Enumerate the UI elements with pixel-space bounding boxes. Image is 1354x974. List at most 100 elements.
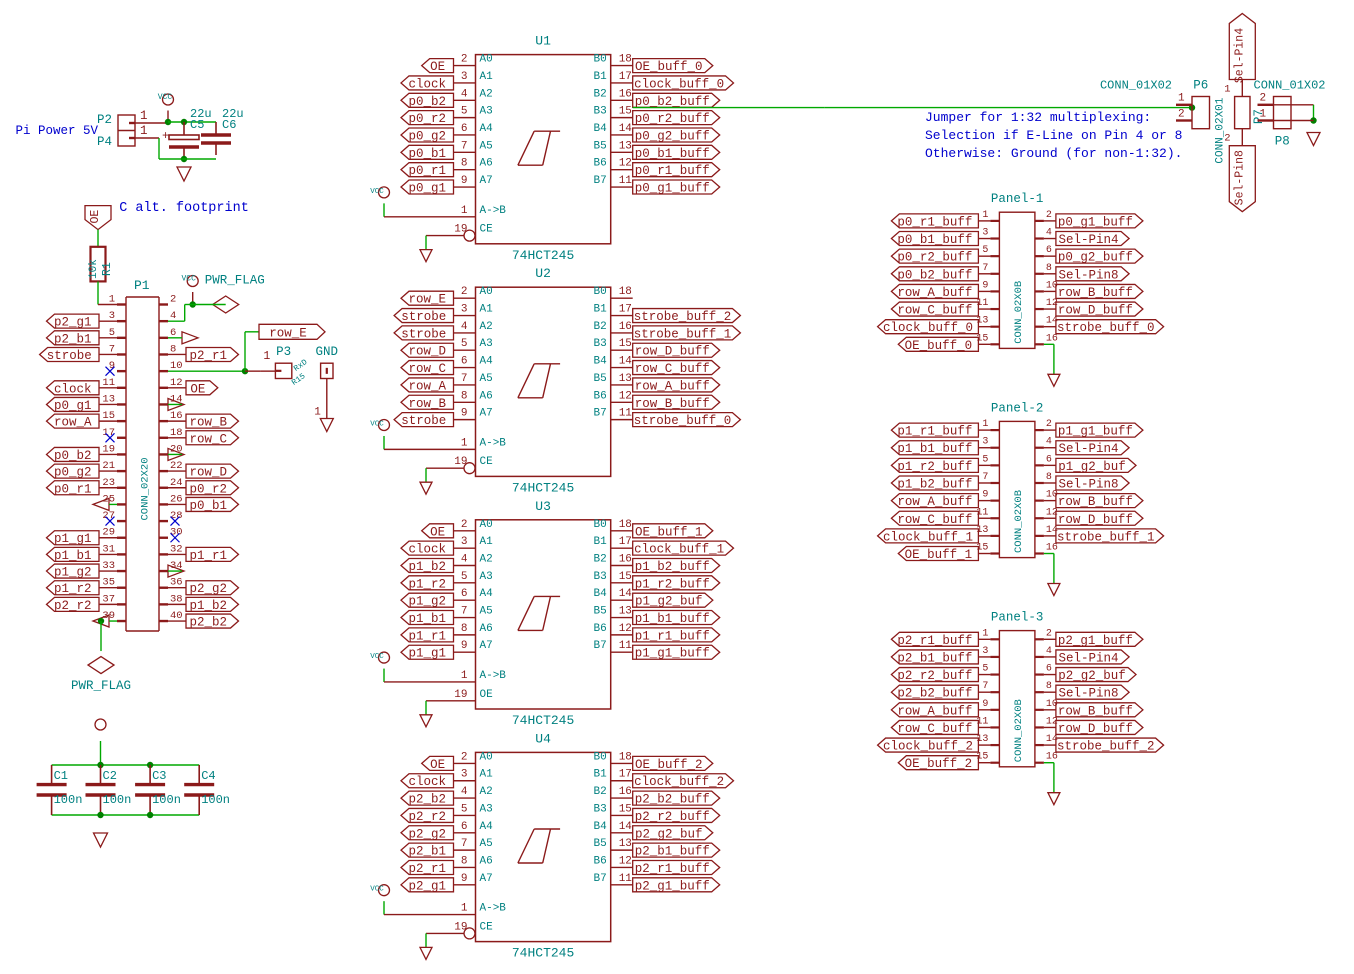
svg-text:PWR_FLAG: PWR_FLAG [71,679,131,693]
svg-text:Sel-Pin4: Sel-Pin4 [1058,651,1118,665]
svg-text:9: 9 [982,490,988,501]
svg-text:B0: B0 [593,751,606,763]
svg-text:A->B: A->B [480,670,507,682]
svg-text:strobe_buff_0: strobe_buff_0 [634,414,732,428]
svg-text:A->B: A->B [480,205,507,217]
svg-text:A->B: A->B [480,437,507,449]
svg-text:C alt. footprint: C alt. footprint [119,201,249,216]
svg-text:B6: B6 [593,623,606,635]
svg-text:p2_r2_buff: p2_r2_buff [635,810,710,824]
svg-text:11: 11 [619,408,633,420]
svg-text:p1_g2_buf: p1_g2_buf [635,595,703,609]
svg-text:C1: C1 [54,769,68,783]
svg-text:p1_b1_buff: p1_b1_buff [897,442,972,456]
svg-text:6: 6 [1046,454,1052,465]
svg-text:OE_buff_1: OE_buff_1 [905,548,973,562]
svg-text:strobe_buff_1: strobe_buff_1 [1057,530,1155,544]
svg-text:6: 6 [461,821,468,833]
svg-text:p0_r1_buff: p0_r1_buff [897,215,972,229]
svg-text:A6: A6 [480,390,493,402]
svg-text:74HCT245: 74HCT245 [512,946,574,961]
svg-text:R1: R1 [101,262,114,276]
svg-text:18: 18 [619,286,632,298]
svg-text:row_C_buff: row_C_buff [897,722,972,736]
svg-text:Sel-Pin4: Sel-Pin4 [1233,28,1246,83]
svg-text:p2_g1: p2_g1 [408,879,446,893]
svg-text:p1_r1: p1_r1 [408,629,446,643]
svg-text:4: 4 [1046,228,1052,239]
svg-text:16: 16 [1046,752,1058,763]
svg-text:p0_b2_buff: p0_b2_buff [635,95,710,109]
svg-text:7: 7 [982,681,988,692]
svg-text:B1: B1 [593,769,607,781]
svg-text:19: 19 [454,921,467,933]
svg-text:14: 14 [619,821,633,833]
svg-text:p1_g1_buff: p1_g1_buff [1058,425,1133,439]
svg-text:B2: B2 [593,553,606,565]
svg-text:1: 1 [461,670,468,682]
svg-text:31: 31 [102,543,115,555]
svg-text:p0_g1_buff: p0_g1_buff [635,182,710,196]
svg-text:p2_b2_buff: p2_b2_buff [897,687,972,701]
svg-text:23: 23 [102,477,115,489]
svg-text:row_C_buff: row_C_buff [897,304,972,318]
svg-text:6: 6 [1046,664,1052,675]
svg-text:strobe: strobe [401,310,446,324]
svg-text:B0: B0 [593,519,606,531]
svg-text:B1: B1 [593,304,607,316]
svg-text:3: 3 [982,437,988,448]
svg-text:p1_g2: p1_g2 [54,566,92,580]
svg-text:P6: P6 [1193,79,1208,93]
svg-text:3: 3 [109,310,115,322]
svg-text:12: 12 [619,158,632,170]
svg-text:row_D: row_D [408,345,446,359]
svg-text:74HCT245: 74HCT245 [512,480,574,495]
svg-text:p0_b2: p0_b2 [54,449,92,463]
svg-text:4: 4 [461,88,468,100]
svg-text:p2_g1_buff: p2_g1_buff [635,879,710,893]
svg-text:B3: B3 [593,803,606,815]
svg-text:8: 8 [1046,472,1052,483]
svg-text:B1: B1 [593,71,607,83]
svg-text:row_D_buff: row_D_buff [1058,304,1133,318]
svg-text:p1_r2: p1_r2 [54,582,92,596]
svg-text:CE: CE [480,456,494,468]
svg-text:row_B_buff: row_B_buff [1058,286,1133,300]
svg-text:13: 13 [102,393,115,405]
svg-text:2: 2 [170,294,176,306]
svg-text:12: 12 [170,377,183,389]
svg-text:row_C: row_C [408,362,446,376]
svg-text:74HCT245: 74HCT245 [512,248,574,263]
svg-text:5: 5 [109,327,115,339]
svg-text:row_D_buff: row_D_buff [1058,513,1133,527]
svg-text:p0_g1: p0_g1 [54,399,92,413]
svg-text:A7: A7 [480,408,493,420]
svg-text:p0_b1_buff: p0_b1_buff [897,233,972,247]
svg-text:Pi Power 5V: Pi Power 5V [15,124,98,138]
svg-text:row_C: row_C [189,432,227,446]
svg-text:9: 9 [461,640,468,652]
svg-text:P4: P4 [97,135,112,149]
svg-text:6: 6 [461,588,468,600]
svg-text:row_B: row_B [189,416,227,430]
svg-text:A4: A4 [480,821,494,833]
svg-text:6: 6 [1046,245,1052,256]
svg-text:VCC: VCC [158,93,173,102]
svg-text:4: 4 [461,553,468,565]
svg-text:A->B: A->B [480,903,507,915]
svg-text:1: 1 [982,628,988,639]
svg-text:A2: A2 [480,88,493,100]
svg-text:p2_r2: p2_r2 [408,810,446,824]
svg-text:P3: P3 [276,345,291,359]
svg-text:A0: A0 [480,286,493,298]
svg-text:p2_b1_buff: p2_b1_buff [897,651,972,665]
svg-text:p1_r2: p1_r2 [408,577,446,591]
svg-text:clock_buff_1: clock_buff_1 [883,530,973,544]
svg-text:1: 1 [982,419,988,430]
svg-text:2: 2 [1046,628,1052,639]
svg-text:10k: 10k [88,259,100,279]
svg-text:OE: OE [430,525,445,539]
svg-text:3: 3 [461,71,468,83]
svg-text:B2: B2 [593,321,606,333]
svg-text:row_D_buff: row_D_buff [1058,722,1133,736]
